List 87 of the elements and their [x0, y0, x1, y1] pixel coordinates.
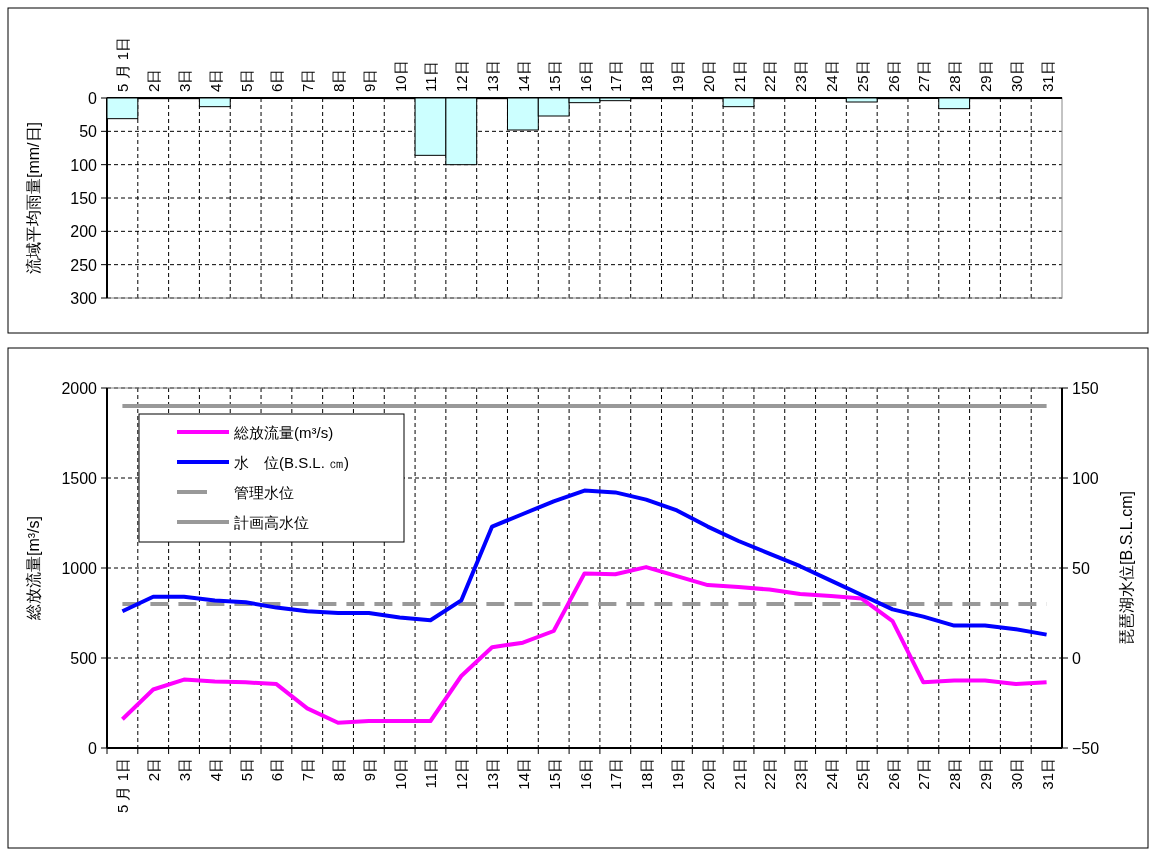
y2-tick-label: 150 — [1072, 380, 1099, 397]
y2-tick-label: 100 — [1072, 470, 1099, 487]
x-tick-label: 20日 — [699, 60, 717, 92]
y-axis-title: 流域平均雨量[mm/日] — [25, 122, 42, 274]
y-tick-label: 1000 — [61, 560, 98, 577]
x-tick-label: 28日 — [946, 60, 964, 92]
x-tick-label: 25日 — [853, 758, 871, 790]
y2-axis-title: 琵琶湖水位[B.S.L.cm] — [1118, 491, 1135, 645]
x-tick-label: 8日 — [330, 758, 348, 782]
y-tick-label: 200 — [70, 223, 98, 241]
x-tick-label: 7日 — [299, 68, 317, 92]
x-tick-label: 26日 — [884, 60, 902, 92]
x-tick-label: 24日 — [822, 60, 840, 92]
x-tick-label: 16日 — [576, 60, 594, 92]
legend-label: 水 位(B.S.L. ㎝) — [234, 454, 350, 471]
x-tick-label: 5 月 1日 — [114, 758, 132, 814]
x-tick-label: 25日 — [853, 60, 871, 92]
x-tick-label: 14日 — [514, 758, 532, 790]
x-tick-label: 17日 — [607, 758, 625, 790]
x-tick-label: 21日 — [730, 60, 748, 92]
x-tick-label: 2日 — [145, 68, 163, 92]
x-tick-label: 4日 — [206, 68, 224, 92]
x-tick-label: 30日 — [1007, 60, 1025, 92]
x-tick-label: 15日 — [545, 60, 563, 92]
x-tick-label: 6日 — [268, 68, 286, 92]
y2-tick-label: −50 — [1072, 740, 1100, 757]
x-tick-label: 5日 — [237, 68, 255, 92]
y-axis-title: 総放流量[m³/s] — [25, 516, 42, 621]
x-tick-label: 12日 — [453, 60, 471, 92]
y2-tick-label: 50 — [1072, 560, 1090, 577]
x-tick-label: 27日 — [915, 60, 933, 92]
x-tick-label: 31日 — [1038, 60, 1056, 92]
x-tick-label: 15日 — [545, 758, 563, 790]
x-tick-label: 17日 — [607, 60, 625, 92]
x-tick-label: 19日 — [668, 758, 686, 790]
y-tick-label: 2000 — [61, 380, 98, 397]
x-tick-label: 5日 — [237, 758, 255, 782]
x-tick-label: 16日 — [576, 758, 594, 790]
x-tick-label: 30日 — [1007, 758, 1025, 790]
y-tick-label: 500 — [70, 650, 98, 667]
x-tick-label: 3日 — [176, 68, 194, 92]
x-tick-label: 2日 — [145, 758, 163, 782]
x-tick-label: 31日 — [1038, 758, 1056, 790]
y-tick-label: 0 — [88, 90, 98, 107]
x-tick-label: 10日 — [391, 60, 409, 92]
x-tick-label: 13日 — [484, 758, 502, 790]
y-tick-label: 0 — [88, 740, 98, 757]
x-tick-label: 22日 — [761, 758, 779, 790]
y-tick-label: 300 — [70, 290, 98, 307]
x-tick-label: 29日 — [976, 60, 994, 92]
y-tick-label: 250 — [70, 256, 98, 274]
x-tick-label: 4日 — [206, 758, 224, 782]
y-tick-label: 100 — [70, 156, 98, 174]
x-tick-label: 9日 — [360, 68, 378, 92]
x-tick-label: 14日 — [514, 60, 532, 92]
x-tick-label: 12日 — [453, 758, 471, 790]
x-tick-label: 10日 — [391, 758, 409, 790]
legend-label: 管理水位 — [234, 484, 294, 501]
x-tick-label: 18日 — [638, 60, 656, 92]
x-tick-label: 5 月 1日 — [114, 36, 132, 92]
x-tick-label: 26日 — [884, 758, 902, 790]
y-tick-label: 50 — [79, 123, 98, 141]
x-tick-label: 23日 — [792, 758, 810, 790]
x-tick-label: 24日 — [822, 758, 840, 790]
x-tick-label: 19日 — [668, 60, 686, 92]
x-tick-label: 20日 — [699, 758, 717, 790]
x-tick-label: 29日 — [976, 758, 994, 790]
x-tick-label: 7日 — [299, 758, 317, 782]
y2-tick-label: 0 — [1072, 650, 1081, 667]
x-tick-label: 22日 — [761, 60, 779, 92]
legend-label: 総放流量(m³/s) — [233, 424, 334, 441]
y-tick-label: 1500 — [61, 470, 98, 487]
y-tick-label: 150 — [70, 190, 98, 207]
x-tick-label: 9日 — [360, 758, 378, 782]
x-tick-label: 13日 — [484, 60, 502, 92]
x-tick-label: 11日 — [422, 61, 440, 92]
x-tick-label: 3日 — [176, 758, 194, 782]
x-tick-label: 6日 — [268, 758, 286, 782]
x-tick-label: 8日 — [330, 68, 348, 92]
x-tick-label: 28日 — [946, 758, 964, 790]
x-tick-label: 27日 — [915, 758, 933, 790]
x-tick-label: 21日 — [730, 758, 748, 790]
x-tick-label: 11日 — [422, 758, 440, 789]
line-series — [120, 565, 1049, 725]
legend-label: 計画高水位 — [234, 514, 309, 531]
x-tick-label: 23日 — [792, 60, 810, 92]
x-tick-label: 18日 — [638, 758, 656, 790]
